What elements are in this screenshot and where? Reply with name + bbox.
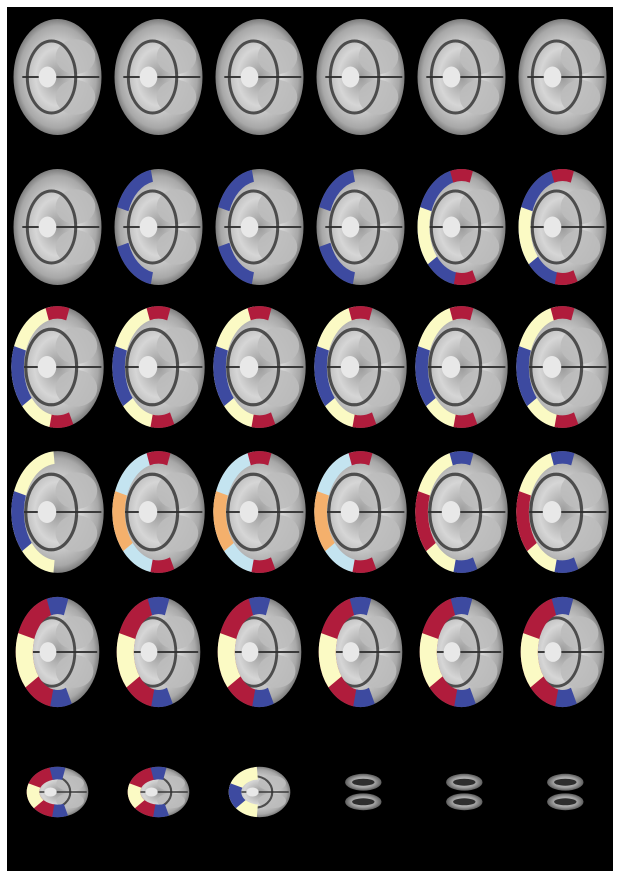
brain-slice — [417, 19, 506, 135]
brain-slice — [114, 19, 203, 135]
brain-slice — [228, 766, 291, 818]
brain-slice — [213, 451, 306, 573]
brain-slice — [417, 169, 506, 285]
brain-slice — [13, 19, 102, 135]
brain-slice — [213, 306, 306, 428]
brain-slice — [26, 766, 89, 818]
brain-slice — [13, 169, 102, 285]
brain-slice — [314, 306, 407, 428]
brain-slice — [215, 19, 304, 135]
brain-slice — [15, 596, 100, 708]
brain-slice — [215, 169, 304, 285]
brain-slice — [415, 306, 508, 428]
brain-slice — [112, 451, 205, 573]
brain-slice — [518, 169, 607, 285]
brain-slice — [316, 169, 405, 285]
brain-slice — [217, 596, 302, 708]
brain-slice — [415, 451, 508, 573]
brain-slice — [11, 451, 104, 573]
brain-slice — [516, 306, 609, 428]
brain-slice — [318, 596, 403, 708]
brain-slice — [116, 596, 201, 708]
brain-slice — [547, 773, 584, 811]
brain-slice-montage — [7, 7, 613, 871]
brain-slice — [112, 306, 205, 428]
brain-slice — [516, 451, 609, 573]
brain-slice — [114, 169, 203, 285]
brain-slice — [518, 19, 607, 135]
slice-grid — [11, 19, 609, 818]
brain-slice — [446, 773, 483, 811]
brain-slice — [127, 766, 190, 818]
brain-slice — [520, 596, 605, 708]
brain-slice — [11, 306, 104, 428]
brain-slice — [316, 19, 405, 135]
brain-slice — [314, 451, 407, 573]
brain-slice — [419, 596, 504, 708]
brain-slice — [345, 773, 382, 811]
